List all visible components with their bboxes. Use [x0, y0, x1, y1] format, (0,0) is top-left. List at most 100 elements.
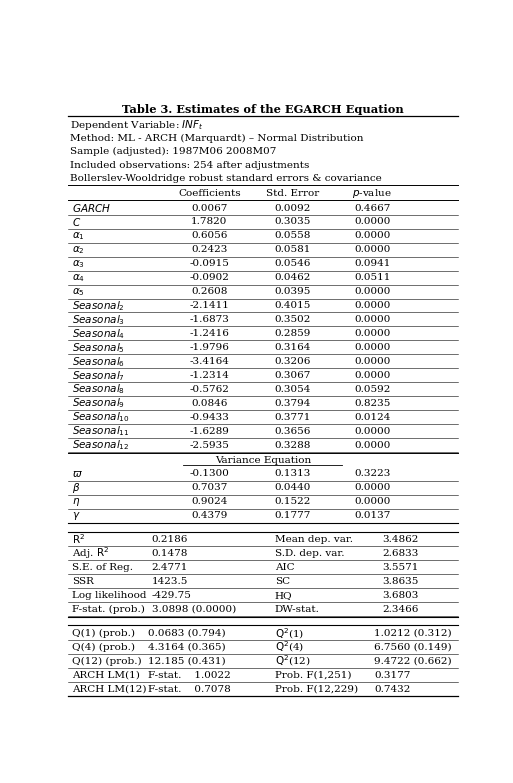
- Text: 0.0558: 0.0558: [274, 232, 311, 240]
- Text: Std. Error: Std. Error: [266, 189, 320, 198]
- Text: 1.7820: 1.7820: [191, 218, 227, 226]
- Text: Prob. F(12,229): Prob. F(12,229): [275, 684, 358, 694]
- Text: 0.0000: 0.0000: [354, 301, 390, 310]
- Text: 0.0941: 0.0941: [354, 259, 390, 269]
- Text: S.E. of Reg.: S.E. of Reg.: [72, 563, 133, 572]
- Text: 0.3177: 0.3177: [374, 670, 410, 680]
- Text: -0.0915: -0.0915: [189, 259, 229, 269]
- Text: 0.0000: 0.0000: [354, 427, 390, 436]
- Text: $\mathit{Seasonal}_{10}$: $\mathit{Seasonal}_{10}$: [72, 410, 130, 424]
- Text: 0.3794: 0.3794: [274, 399, 311, 408]
- Text: -1.6289: -1.6289: [189, 427, 229, 436]
- Text: 0.0000: 0.0000: [354, 371, 390, 380]
- Text: 0.0000: 0.0000: [354, 316, 390, 324]
- Text: 0.0000: 0.0000: [354, 483, 390, 493]
- Text: 3.0898 (0.0000): 3.0898 (0.0000): [152, 605, 236, 614]
- Text: Coefficients: Coefficients: [178, 189, 241, 198]
- Text: -2.5935: -2.5935: [189, 441, 229, 450]
- Text: Variance Equation: Variance Equation: [215, 456, 311, 465]
- Text: $\alpha_4$: $\alpha_4$: [72, 272, 85, 283]
- Text: Q(1) (prob.): Q(1) (prob.): [72, 629, 135, 637]
- Text: 0.0000: 0.0000: [354, 343, 390, 352]
- Text: 0.3288: 0.3288: [274, 441, 311, 450]
- Text: 0.0462: 0.0462: [274, 273, 311, 283]
- Text: AIC: AIC: [275, 563, 294, 572]
- Text: -0.1300: -0.1300: [189, 469, 229, 478]
- Text: Dependent Variable: $\mathit{INF}_t$: Dependent Variable: $\mathit{INF}_t$: [70, 117, 204, 132]
- Text: ARCH LM(1): ARCH LM(1): [72, 670, 140, 680]
- Text: 0.3035: 0.3035: [274, 218, 311, 226]
- Text: 0.0000: 0.0000: [354, 287, 390, 296]
- Text: 0.3502: 0.3502: [274, 316, 311, 324]
- Text: $\gamma$: $\gamma$: [72, 510, 81, 521]
- Text: $\mathit{Seasonal}_{12}$: $\mathit{Seasonal}_{12}$: [72, 438, 129, 453]
- Text: 0.0067: 0.0067: [191, 204, 227, 212]
- Text: 0.0000: 0.0000: [354, 329, 390, 338]
- Text: 0.2859: 0.2859: [274, 329, 311, 338]
- Text: 0.7432: 0.7432: [374, 684, 410, 694]
- Text: -0.5762: -0.5762: [189, 385, 229, 394]
- Text: 0.0546: 0.0546: [274, 259, 311, 269]
- Text: 0.0000: 0.0000: [354, 357, 390, 366]
- Text: $\mathit{Seasonal}_8$: $\mathit{Seasonal}_8$: [72, 383, 125, 396]
- Text: $\mathit{Seasonal}_6$: $\mathit{Seasonal}_6$: [72, 355, 125, 369]
- Text: 2.6833: 2.6833: [382, 549, 419, 558]
- Text: $\mathit{Seasonal}_{11}$: $\mathit{Seasonal}_{11}$: [72, 424, 130, 438]
- Text: $\eta$: $\eta$: [72, 496, 81, 508]
- Text: $\mathrm{Q}^2$(4): $\mathrm{Q}^2$(4): [275, 640, 304, 655]
- Text: 0.2423: 0.2423: [191, 245, 227, 254]
- Text: 0.1478: 0.1478: [152, 549, 188, 558]
- Text: 0.0000: 0.0000: [354, 245, 390, 254]
- Text: -1.2314: -1.2314: [189, 371, 229, 380]
- Text: 0.0124: 0.0124: [354, 413, 390, 422]
- Text: -1.6873: -1.6873: [189, 316, 229, 324]
- Text: 0.0683 (0.794): 0.0683 (0.794): [148, 629, 225, 637]
- Text: 0.0846: 0.0846: [191, 399, 227, 408]
- Text: 0.0511: 0.0511: [354, 273, 390, 283]
- Text: $\mathrm{Q}^2$(1): $\mathrm{Q}^2$(1): [275, 626, 304, 640]
- Text: 1.0212 (0.312): 1.0212 (0.312): [374, 629, 452, 637]
- Text: 3.4862: 3.4862: [382, 535, 419, 544]
- Text: -0.9433: -0.9433: [189, 413, 229, 422]
- Text: -429.75: -429.75: [152, 591, 191, 600]
- Text: 0.1313: 0.1313: [274, 469, 311, 478]
- Text: -3.4164: -3.4164: [189, 357, 229, 366]
- Text: 0.9024: 0.9024: [191, 497, 227, 507]
- Text: 0.4379: 0.4379: [191, 511, 227, 520]
- Text: Sample (adjusted): 1987M06 2008M07: Sample (adjusted): 1987M06 2008M07: [70, 147, 277, 156]
- Text: 0.0440: 0.0440: [274, 483, 311, 493]
- Text: $\alpha_5$: $\alpha_5$: [72, 286, 85, 298]
- Text: $\mathit{Seasonal}_5$: $\mathit{Seasonal}_5$: [72, 341, 125, 355]
- Text: -1.2416: -1.2416: [189, 329, 229, 338]
- Text: 0.7037: 0.7037: [191, 483, 227, 493]
- Text: $\alpha_2$: $\alpha_2$: [72, 244, 85, 256]
- Text: 0.3054: 0.3054: [274, 385, 311, 394]
- Text: Table 3. Estimates of the EGARCH Equation: Table 3. Estimates of the EGARCH Equatio…: [122, 104, 404, 115]
- Text: $\mathit{Seasonal}_3$: $\mathit{Seasonal}_3$: [72, 313, 125, 327]
- Text: Q(4) (prob.): Q(4) (prob.): [72, 643, 135, 651]
- Text: F-stat.    1.0022: F-stat. 1.0022: [148, 670, 230, 680]
- Text: 0.3223: 0.3223: [354, 469, 390, 478]
- Text: Log likelihood: Log likelihood: [72, 591, 147, 600]
- Text: 3.8635: 3.8635: [382, 577, 419, 586]
- Text: 2.3466: 2.3466: [382, 605, 419, 614]
- Text: 0.0592: 0.0592: [354, 385, 390, 394]
- Text: 0.0092: 0.0092: [274, 204, 311, 212]
- Text: 3.5571: 3.5571: [382, 563, 419, 572]
- Text: 0.3206: 0.3206: [274, 357, 311, 366]
- Text: Method: ML - ARCH (Marquardt) – Normal Distribution: Method: ML - ARCH (Marquardt) – Normal D…: [70, 134, 364, 143]
- Text: 6.7560 (0.149): 6.7560 (0.149): [374, 643, 452, 651]
- Text: -1.9796: -1.9796: [189, 343, 229, 352]
- Text: 0.4667: 0.4667: [354, 204, 390, 212]
- Text: 0.2608: 0.2608: [191, 287, 227, 296]
- Text: $\mathit{GARCH}$: $\mathit{GARCH}$: [72, 202, 111, 214]
- Text: 0.3771: 0.3771: [274, 413, 311, 422]
- Text: Mean dep. var.: Mean dep. var.: [275, 535, 353, 544]
- Text: 0.0000: 0.0000: [354, 218, 390, 226]
- Text: HQ: HQ: [275, 591, 292, 600]
- Text: 12.185 (0.431): 12.185 (0.431): [148, 657, 225, 666]
- Text: 0.1522: 0.1522: [274, 497, 311, 507]
- Text: F-stat. (prob.): F-stat. (prob.): [72, 604, 145, 614]
- Text: $\mathrm{R}^2$: $\mathrm{R}^2$: [72, 532, 85, 547]
- Text: F-stat.    0.7078: F-stat. 0.7078: [148, 684, 230, 694]
